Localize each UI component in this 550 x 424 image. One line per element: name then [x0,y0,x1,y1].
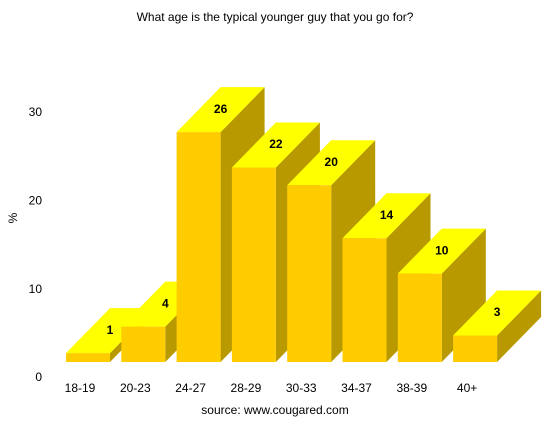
bar-top [287,140,376,186]
bar-top [231,122,320,168]
y-tick-label: 10 [29,282,43,296]
value-label: 4 [162,296,169,310]
y-tick-label: 20 [29,193,43,207]
value-label: 14 [380,208,394,222]
bar [397,228,486,362]
source: source: www.cougared.com [201,403,348,417]
bar-side [441,228,486,362]
y-axis-label: % [6,212,20,223]
x-tick-label: 18-19 [65,381,96,395]
bar-front [231,167,276,362]
value-label: 10 [435,243,449,257]
bar-front [176,132,221,362]
bar-top [453,290,542,336]
bar-top [342,193,431,239]
value-label: 20 [325,155,339,169]
bar-top [397,228,486,274]
bar-front [342,238,387,362]
x-tick-label: 40+ [457,381,477,395]
y-tick-label: 30 [29,105,43,119]
bar-front [287,185,332,362]
value-label: 22 [269,137,283,151]
bar-front [66,353,110,362]
bar-front [397,273,442,362]
bar-front [121,326,166,362]
bar [453,290,542,362]
value-label: 3 [494,305,501,319]
bar-top [176,87,265,133]
x-tick-label: 34-37 [341,381,372,395]
y-tick-label: 0 [35,370,42,384]
x-tick-label: 20-23 [120,381,151,395]
value-label: 26 [214,102,228,116]
x-tick-label: 28-29 [231,381,262,395]
x-tick-label: 24-27 [175,381,206,395]
value-label: 1 [107,323,114,337]
bar-side [497,290,542,362]
x-tick-label: 30-33 [286,381,317,395]
x-tick-label: 38-39 [396,381,427,395]
chart-title: What age is the typical younger guy that… [137,10,414,24]
bar-front [453,335,498,362]
